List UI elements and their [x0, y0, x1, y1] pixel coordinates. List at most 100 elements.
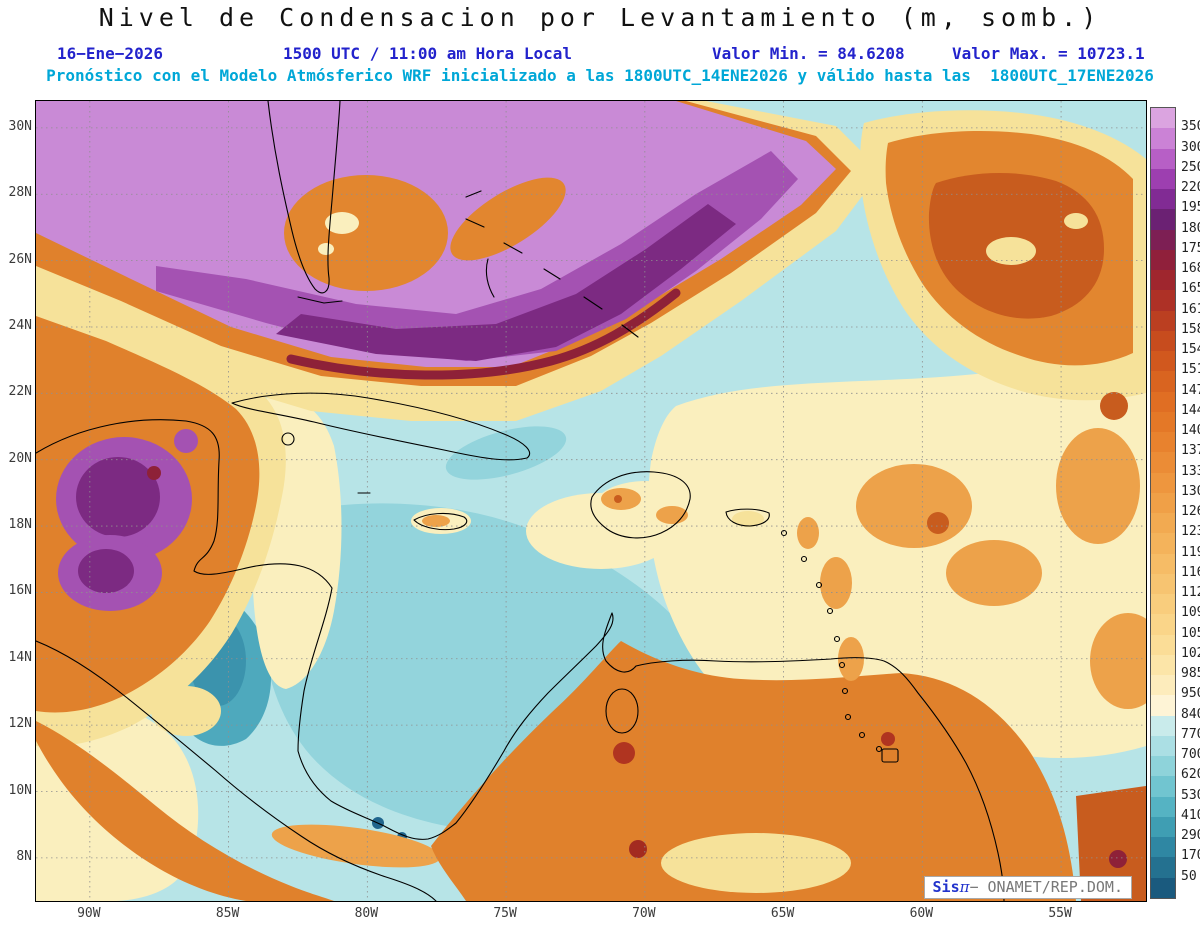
colorbar-segment [1151, 411, 1175, 432]
coastline-mainland-caribbean [36, 419, 1005, 901]
map-frame: Sisπ− ONAMET/REP.DOM. [35, 100, 1147, 902]
colorbar-level-label: 50 [1181, 868, 1197, 884]
colorbar-level-label: 1300 [1181, 483, 1200, 499]
colorbar-level-label: 1580 [1181, 321, 1200, 337]
colorbar-level-label: 1195 [1181, 544, 1200, 560]
branding-sis: Sis [932, 878, 960, 896]
colorbar-segment [1151, 148, 1175, 169]
lat-tick-label: 14N [8, 649, 32, 665]
colorbar-level-label: 950 [1181, 686, 1200, 702]
lcl-contour-map [36, 101, 1146, 901]
colorbar-segment [1151, 573, 1175, 594]
colorbar-segment [1151, 168, 1175, 189]
colorbar-segment [1151, 472, 1175, 493]
coastline-pacific [36, 640, 437, 901]
colorbar-segment [1151, 189, 1175, 210]
colorbar-level-label: 1950 [1181, 200, 1200, 216]
lat-lon-gridlines [36, 101, 1146, 901]
colorbar-level-label: 700 [1181, 747, 1200, 763]
branding-pi-icon: π [959, 878, 970, 896]
colorbar-level-label: 985 [1181, 666, 1200, 682]
lon-tick-label: 80W [354, 906, 379, 921]
colorbar-segment [1151, 837, 1175, 858]
colorbar-segment [1151, 695, 1175, 716]
colorbar-segment [1151, 756, 1175, 777]
colorbar-segment [1151, 310, 1175, 331]
colorbar-level-label: 1125 [1181, 585, 1200, 601]
lat-tick-label: 12N [8, 716, 32, 732]
colorbar-level-label: 530 [1181, 787, 1200, 803]
lat-tick-label: 26N [8, 251, 32, 267]
colorbar-segment [1151, 735, 1175, 756]
coastlines [36, 101, 1005, 901]
colorbar-segment [1151, 614, 1175, 635]
colorbar-level-label: 840 [1181, 706, 1200, 722]
value-min-label: Valor Min. = 84.6208 [712, 44, 905, 63]
coastline-florida [267, 101, 341, 294]
colorbar-level-label: 1440 [1181, 402, 1200, 418]
branding-box: Sisπ− ONAMET/REP.DOM. [923, 876, 1132, 899]
lon-tick-label: 70W [632, 906, 656, 921]
lon-tick-label: 75W [493, 906, 517, 921]
colorbar-segment [1151, 351, 1175, 372]
colorbar-level-label: 2200 [1181, 180, 1200, 196]
colorbar-segment [1151, 796, 1175, 817]
colorbar-level-label: 770 [1181, 726, 1200, 742]
colorbar-segment [1151, 513, 1175, 534]
colorbar-segment [1151, 877, 1175, 898]
colorbar-level-label: 1230 [1181, 524, 1200, 540]
coastline-puerto-rico [725, 508, 770, 527]
lat-tick-label: 10N [8, 782, 32, 798]
lat-tick-label: 16N [8, 583, 32, 599]
coastline-lesser-antilles [780, 529, 883, 753]
lat-tick-label: 18N [8, 517, 32, 533]
valid-time: 1500 UTC / 11:00 am Hora Local [283, 44, 572, 63]
colorbar-segment [1151, 492, 1175, 513]
colorbar-segment [1151, 533, 1175, 554]
colorbar-level-label: 1685 [1181, 261, 1200, 277]
colorbar-level-label: 1510 [1181, 362, 1200, 378]
colorbar-level-label: 1055 [1181, 625, 1200, 641]
lake-maracaibo [605, 688, 639, 734]
lat-tick-label: 30N [8, 118, 32, 134]
lon-tick-label: 90W [77, 906, 101, 921]
colorbar-level-label: 1650 [1181, 281, 1200, 297]
colorbar-segment [1151, 290, 1175, 311]
colorbar-level-label: 410 [1181, 807, 1200, 823]
colorbar-level-label: 1265 [1181, 504, 1200, 520]
colorbar-level-label: 290 [1181, 828, 1200, 844]
colorbar-level-label: 1405 [1181, 423, 1200, 439]
colorbar-segment [1151, 675, 1175, 696]
colorbar-segment [1151, 249, 1175, 270]
colorbar-level-label: 1475 [1181, 382, 1200, 398]
colorbar-level-label: 1335 [1181, 463, 1200, 479]
datetime-line: 16−Ene−2026 1500 UTC / 11:00 am Hora Loc… [0, 44, 1200, 64]
colorbar-segment [1151, 553, 1175, 574]
colorbar-segment [1151, 330, 1175, 351]
lat-tick-label: 20N [8, 450, 32, 466]
colorbar-segment [1151, 715, 1175, 736]
lat-tick-label: 24N [8, 317, 32, 333]
colorbar-level-label: 3500 [1181, 119, 1200, 135]
coastline-bahamas [465, 190, 639, 338]
colorbar-segment [1151, 654, 1175, 675]
branding-org: − ONAMET/REP.DOM. [969, 878, 1123, 896]
colorbar-level-label: 3000 [1181, 139, 1200, 155]
colorbar-level-label: 1020 [1181, 645, 1200, 661]
colorbar-segment [1151, 776, 1175, 797]
colorbar-segment [1151, 229, 1175, 250]
lon-tick-label: 60W [909, 906, 934, 921]
colorbar-segment [1151, 432, 1175, 453]
value-max-label: Valor Max. = 10723.1 [952, 44, 1145, 63]
model-line: Pronóstico con el Modelo Atmósferico WRF… [46, 66, 1154, 85]
colorbar-level-label: 1090 [1181, 605, 1200, 621]
lon-tick-label: 65W [770, 906, 795, 921]
lat-tick-label: 22N [8, 384, 32, 400]
colorbar-segment [1151, 594, 1175, 615]
lat-tick-label: 8N [16, 848, 32, 864]
colorbar-segment [1151, 371, 1175, 392]
colorbar-level-label: 1545 [1181, 342, 1200, 358]
